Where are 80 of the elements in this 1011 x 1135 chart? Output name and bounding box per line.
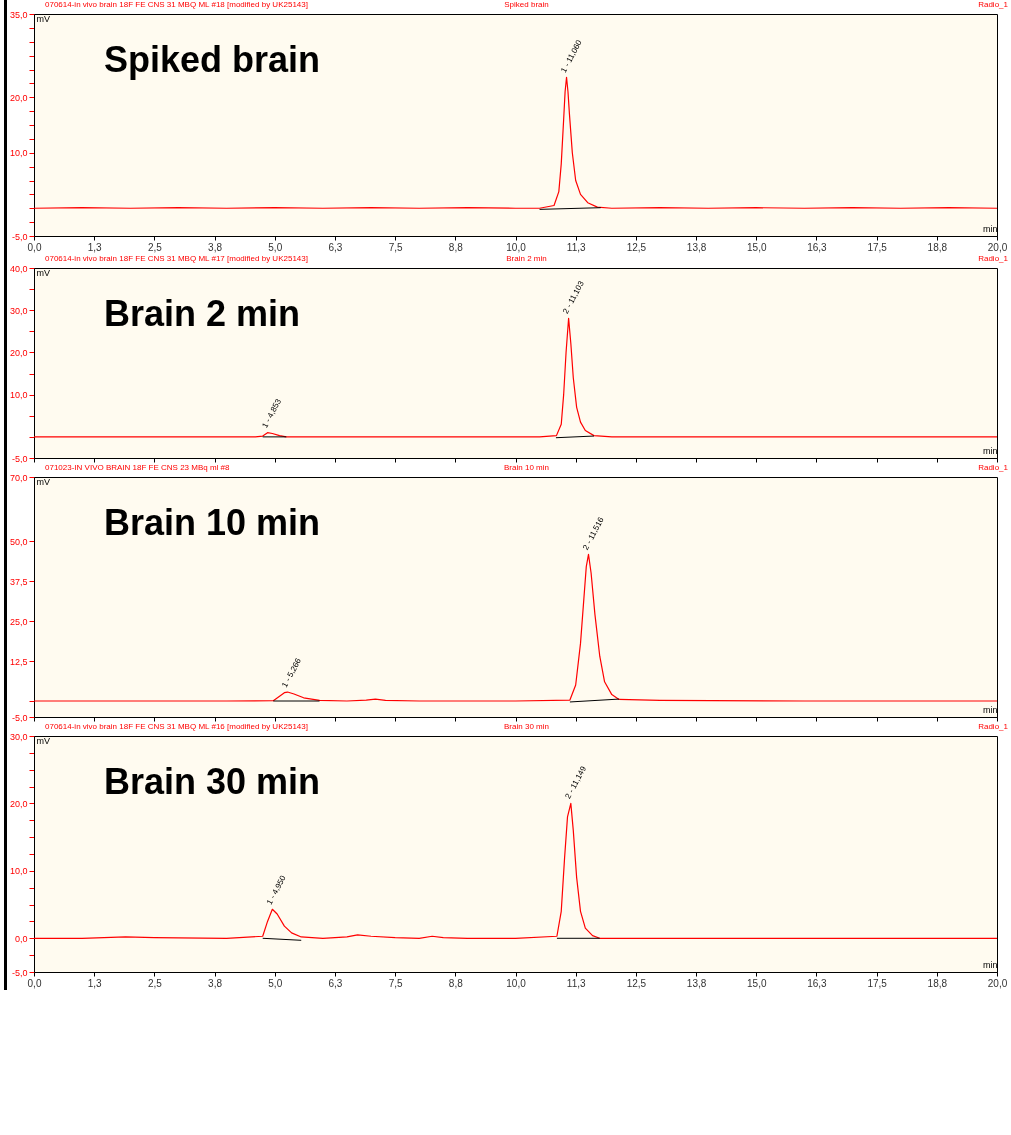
x-tick-label: 7,5 [388,977,404,989]
text: Spiked brain [503,0,550,10]
x-tick-label: 5,0 [268,241,283,253]
x-tick-label: 1,3 [87,977,103,989]
x-tick-label: 2,5 [147,977,163,989]
y-axis-title: mV [36,735,50,746]
x-tick-label: 13,8 [686,977,707,989]
text: Radio_1 [977,254,1008,264]
x-tick-label: 17,5 [867,977,888,989]
y-tick-label: 50,0 [9,536,28,547]
x-tick-label: 8,8 [448,977,464,989]
x-tick-label: 12,5 [626,977,647,989]
x-tick-label: 10,0 [506,241,527,253]
x-tick-label: 0,0 [27,977,42,989]
x-tick-label: 16,3 [807,977,828,989]
y-tick-label: 30,0 [9,305,28,316]
y-tick-label: 10,0 [9,390,28,401]
text: Radio_1 [977,463,1008,473]
text: Spiked brain [104,39,321,80]
x-tick-label: 6,3 [328,241,343,253]
x-tick-label: 17,5 [867,241,888,253]
text: Radio_1 [977,0,1008,10]
text: Brain 30 min [503,722,550,732]
x-tick-label: 8,8 [448,241,464,253]
x-tick-label: 3,8 [208,241,223,253]
y-tick-label: 25,0 [9,616,28,627]
x-tick-label: 13,8 [686,241,707,253]
y-tick-label: -5,0 [11,453,28,464]
text: 070614-in vivo brain 18F FE CNS 31 MBQ ML #16 [modified by UK25143] [45,722,309,732]
x-tick-label: 15,0 [747,241,767,253]
x-tick-label: 0,0 [27,241,42,253]
text: Brain 10 min [503,463,550,473]
y-tick-label: 20,0 [9,347,28,358]
text: Radio_1 [977,722,1008,732]
x-tick-label: 2,5 [147,241,163,253]
text: Brain 2 min [505,254,548,264]
x-tick-label: 6,3 [328,977,343,989]
y-tick-label: 20,0 [9,798,28,809]
x-tick-label: 11,3 [566,241,586,253]
x-tick-label: 1,3 [87,241,103,253]
x-tick-label: 12,5 [626,241,647,253]
text: Brain 30 min [104,761,321,802]
text: 071023-IN VIVO BRAIN 18F FE CNS 23 MBq ml #8 [45,463,231,473]
x-tick-label: 11,3 [566,977,586,989]
x-tick-label: 7,5 [388,241,404,253]
y-tick-label: -5,0 [11,712,28,723]
y-axis-title: mV [36,267,50,278]
x-tick-label: 3,8 [208,977,223,989]
y-tick-label: 40,0 [9,263,28,274]
y-tick-label: 37,5 [9,576,28,587]
y-tick-label: 20,0 [9,92,28,103]
y-tick-label: -5,0 [11,967,28,978]
text: Brain 2 min [104,293,301,334]
y-tick-label: 12,5 [9,656,28,667]
annotation: 1 - 4,853 [260,396,284,430]
y-axis-title: mV [36,13,50,24]
annotation: 1 - 4,950 [264,873,288,907]
x-axis-title: min [982,959,998,970]
x-tick-label: 16,3 [807,241,828,253]
x-tick-label: 10,0 [506,977,527,989]
y-tick-label: 10,0 [9,148,28,159]
y-tick-label: 35,0 [9,9,28,20]
x-tick-label: 20,0 [987,241,1008,253]
x-axis-title: min [982,445,998,456]
x-tick-label: 18,8 [927,241,948,253]
y-tick-label: 0,0 [14,933,28,944]
y-tick-label: 10,0 [9,866,28,877]
y-axis-title: mV [36,476,50,487]
text: Brain 10 min [104,502,321,543]
x-tick-label: 15,0 [747,977,767,989]
y-tick-label: -5,0 [11,231,28,242]
text: 070614-in vivo brain 18F FE CNS 31 MBQ ML #18 [modified by UK25143] [45,0,309,10]
x-tick-label: 18,8 [927,977,948,989]
y-tick-label: 30,0 [9,731,28,742]
y-tick-label: 70,0 [9,472,28,483]
x-tick-label: 20,0 [987,977,1008,989]
x-axis-title: min [982,223,998,234]
x-axis-title: min [982,704,998,715]
x-tick-label: 5,0 [268,977,283,989]
text: 070614-in vivo brain 18F FE CNS 31 MBQ ML #17 [modified by UK25143] [45,254,309,264]
